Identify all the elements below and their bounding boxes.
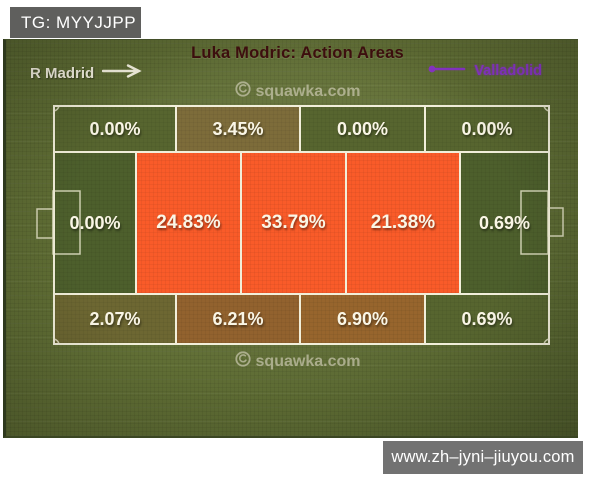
- zone-top-1: 0.00%: [53, 105, 177, 153]
- zone-value: 6.21%: [212, 308, 264, 329]
- home-team-direction: R Madrid: [30, 64, 146, 82]
- zone-bottom-3: 6.90%: [299, 293, 426, 345]
- zone-top-4: 0.00%: [424, 105, 550, 153]
- url-badge: www.zh–jyni–jiuyou.com: [383, 441, 583, 474]
- away-team-label: Valladolid: [474, 63, 542, 79]
- squawka-logo-icon: [234, 81, 251, 102]
- zone-mid-1: 0.00%: [53, 151, 137, 295]
- zone-mid-4: 21.38%: [345, 151, 461, 295]
- watermark-bottom: squawka.com: [50, 351, 545, 372]
- chart-title: Luka Modric: Action Areas: [191, 44, 404, 62]
- zone-value: 0.00%: [336, 118, 389, 139]
- zone-value: 33.79%: [261, 212, 326, 233]
- zone-value: 6.90%: [336, 308, 389, 329]
- squawka-logo-icon: [234, 351, 251, 372]
- zone-bottom-2: 6.21%: [175, 293, 301, 345]
- zone-value: 0.00%: [69, 212, 121, 233]
- zone-mid-2: 24.83%: [135, 151, 242, 295]
- away-team-direction: Valladolid: [427, 63, 542, 79]
- zone-top-3: 0.00%: [299, 105, 426, 153]
- watermark-text: squawka.com: [255, 82, 361, 100]
- home-team-label: R Madrid: [30, 64, 95, 82]
- action-areas-image: Luka Modric: Action Areas R Madrid Valla…: [3, 39, 578, 438]
- zone-value: 0.69%: [461, 308, 513, 329]
- left-arrow-icon: [427, 63, 467, 79]
- zone-mid-3: 33.79%: [240, 151, 347, 295]
- tg-badge: TG: MYYJJPP: [10, 7, 141, 38]
- right-arrow-icon: [101, 64, 146, 82]
- zone-value: 21.38%: [370, 212, 436, 233]
- zone-top-2: 3.45%: [175, 105, 301, 153]
- zone-value: 3.45%: [212, 118, 264, 139]
- watermark-text: squawka.com: [255, 352, 361, 370]
- zone-value: 0.69%: [478, 212, 531, 233]
- zone-bottom-1: 2.07%: [53, 293, 177, 345]
- zone-value: 0.00%: [461, 118, 513, 139]
- zone-value: 24.83%: [156, 212, 221, 233]
- watermark-top: squawka.com: [50, 81, 545, 102]
- zone-value: 2.07%: [89, 308, 141, 329]
- zone-value: 0.00%: [89, 118, 141, 139]
- zone-bottom-4: 0.69%: [424, 293, 550, 345]
- zone-mid-5: 0.69%: [459, 151, 550, 295]
